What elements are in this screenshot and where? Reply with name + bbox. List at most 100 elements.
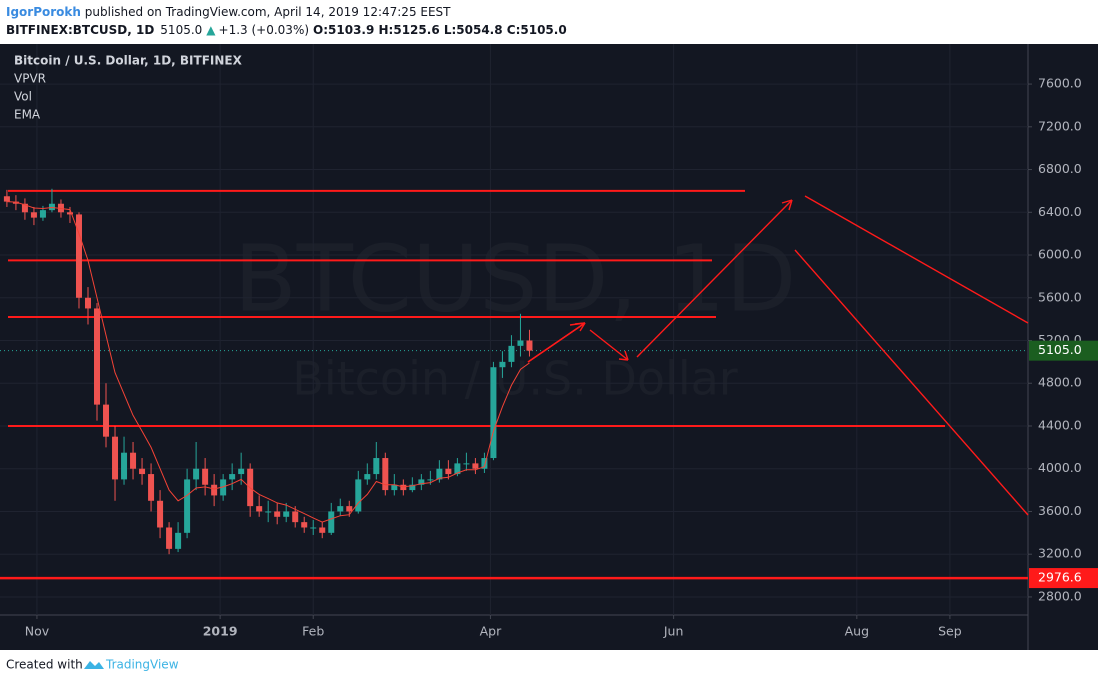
x-tick-label: 2019: [203, 624, 238, 639]
candle-body: [319, 527, 326, 533]
candle-body: [3, 196, 10, 202]
candle-body: [274, 511, 281, 517]
candle-body: [328, 511, 335, 533]
candle-body: [346, 506, 353, 512]
candle-body: [48, 203, 55, 211]
legend-entry: VPVR: [14, 72, 46, 86]
legend-entry: Vol: [14, 90, 32, 104]
arrow-head: [781, 199, 793, 204]
x-tick-label: Jun: [663, 624, 684, 639]
symbol: BITFINEX:BTCUSD, 1D: [6, 23, 154, 37]
footer-bg: [0, 650, 1098, 683]
candle-body: [238, 468, 245, 475]
drawings: [527, 195, 1029, 516]
change: +1.3 (+0.03%): [219, 23, 310, 37]
legend-entry: EMA: [14, 108, 41, 122]
x-tick-label: Aug: [845, 624, 869, 639]
candle-body: [490, 367, 497, 459]
y-tick-label: 4000.0: [1038, 460, 1082, 475]
candle-body: [517, 340, 524, 346]
x-tick-label: Apr: [480, 624, 502, 639]
candle-body: [166, 527, 173, 549]
candle-body: [373, 458, 380, 475]
candle-body: [355, 479, 362, 512]
y-tick-label: 4400.0: [1038, 417, 1082, 432]
candle-body: [75, 214, 82, 298]
x-tick-label: Nov: [25, 624, 50, 639]
candle-body: [193, 468, 200, 480]
y-tick-label: 2800.0: [1038, 588, 1082, 603]
arrow-head: [624, 350, 629, 361]
candle-body: [409, 484, 416, 491]
candle-body: [382, 458, 389, 491]
candle-body: [112, 436, 119, 480]
arrow-head: [574, 322, 586, 325]
arrow: ▲: [206, 23, 216, 37]
y-tick-label: 6800.0: [1038, 161, 1082, 176]
candle-body: [202, 468, 209, 485]
candle-body: [418, 479, 425, 485]
candle-body: [148, 474, 155, 501]
candle-body: [463, 463, 470, 465]
logo: [84, 661, 104, 669]
trend-line: [804, 195, 1029, 324]
candle-body: [283, 511, 290, 517]
candle-body: [427, 479, 434, 481]
candle-body: [436, 468, 443, 480]
candle-body: [508, 345, 515, 362]
arrow-head: [579, 322, 586, 332]
price-badge: [1029, 340, 1098, 361]
y-tick-label: 7200.0: [1038, 118, 1082, 133]
arrow: [636, 199, 793, 358]
candle-body: [220, 479, 227, 496]
legend-entry: Bitcoin / U.S. Dollar, 1D, BITFINEX: [14, 54, 243, 68]
candle-body: [66, 212, 73, 215]
candle-body: [12, 201, 19, 204]
candle-body: [211, 484, 218, 496]
candle-body: [481, 458, 488, 469]
candle-body: [103, 404, 110, 437]
price-badge: [1029, 568, 1098, 589]
candle-body: [454, 463, 461, 475]
price-badge-label: 5105.0: [1038, 342, 1082, 357]
candle-body: [84, 297, 91, 309]
y-tick-label: 3600.0: [1038, 503, 1082, 518]
author[interactable]: IgorPorokh: [6, 5, 81, 19]
candle-body: [157, 500, 164, 528]
arrow: [527, 322, 586, 363]
candle-body: [400, 484, 407, 491]
arrow-head: [788, 199, 793, 211]
candle-body: [337, 506, 344, 512]
y-tick-label: 7600.0: [1038, 76, 1082, 91]
arrow-head: [618, 358, 629, 361]
quote-line: BITFINEX:BTCUSD, 1D 5105.0 ▲ +1.3 (+0.03%) O…: [6, 23, 567, 37]
y-tick-label: 4800.0: [1038, 375, 1082, 390]
candle-body: [21, 203, 28, 213]
candle-body: [364, 474, 371, 480]
candle-body: [139, 468, 146, 475]
x-tick-label: Sep: [938, 624, 962, 639]
candle-body: [94, 308, 101, 405]
ema-line: [6, 201, 530, 523]
price-badge-label: 2976.6: [1038, 570, 1082, 585]
candle-body: [445, 468, 452, 475]
candle-body: [256, 506, 263, 512]
candle-body: [175, 532, 182, 549]
candle-body: [292, 511, 299, 523]
arrow: [589, 329, 629, 361]
x-tick-label: Feb: [302, 624, 324, 639]
footer-brand[interactable]: TradingView: [105, 658, 179, 672]
candle-body: [121, 452, 128, 480]
price: 5105.0: [160, 23, 202, 37]
candle-body: [130, 452, 137, 469]
published: published on TradingView.com, April 14, …: [81, 5, 451, 19]
candle-body: [39, 210, 46, 218]
footer-text: Created with: [6, 658, 83, 672]
header-line: IgorPorokh published on TradingView.com,…: [6, 5, 451, 19]
ohlc: O:5103.9 H:5125.6 L:5054.8 C:5105.0: [313, 23, 567, 37]
y-tick-label: 6000.0: [1038, 247, 1082, 262]
y-tick-label: 3200.0: [1038, 546, 1082, 561]
candle-body: [391, 484, 398, 491]
